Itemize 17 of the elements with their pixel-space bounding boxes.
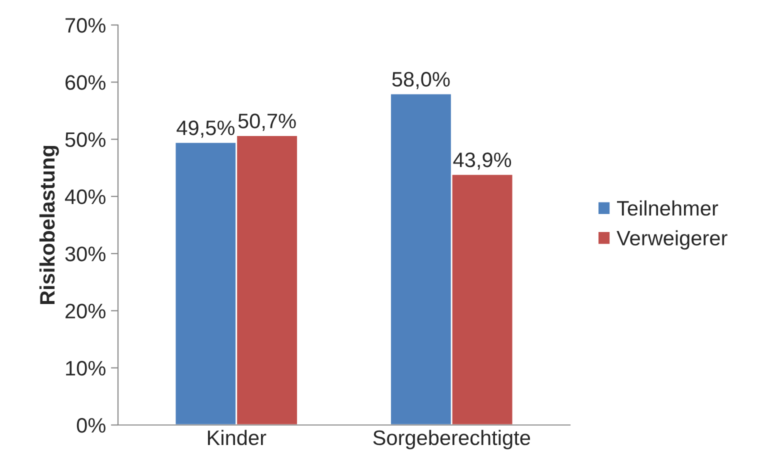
data-label: 43,9% bbox=[453, 152, 512, 170]
y-tick-label: 70% bbox=[66, 18, 106, 33]
y-tick-label: 50% bbox=[65, 132, 106, 148]
legend-label: Verweigerer bbox=[616, 230, 728, 250]
y-tick-label: 20% bbox=[66, 304, 106, 318]
y-tick-label: 30% bbox=[65, 246, 106, 262]
data-label: 49,5% bbox=[176, 120, 235, 138]
data-label: 58,0% bbox=[392, 72, 450, 90]
y-tick-label: 10% bbox=[66, 360, 106, 376]
y-tick-label: 40% bbox=[64, 189, 106, 204]
x-tick-label: Kinder bbox=[208, 430, 266, 446]
data-label: 50,7% bbox=[238, 114, 296, 131]
y-tick-label: 0% bbox=[76, 418, 106, 433]
legend-label: Teilnehmer bbox=[617, 200, 718, 216]
y-axis-title: Risikobelastung bbox=[39, 146, 59, 304]
y-tick-label: 60% bbox=[66, 75, 106, 90]
x-tick-label: Sorgeberechtigte bbox=[373, 430, 530, 450]
